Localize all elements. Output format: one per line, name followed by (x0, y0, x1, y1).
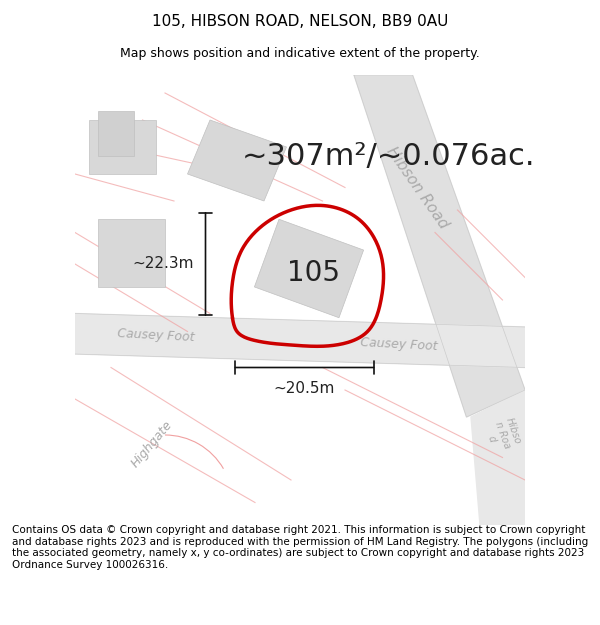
Text: Contains OS data © Crown copyright and database right 2021. This information is : Contains OS data © Crown copyright and d… (12, 525, 588, 570)
Text: Highgate: Highgate (128, 418, 175, 470)
Polygon shape (97, 111, 133, 156)
Text: ~22.3m: ~22.3m (133, 256, 194, 271)
Polygon shape (471, 390, 525, 525)
Text: ~307m²/~0.076ac.: ~307m²/~0.076ac. (241, 141, 535, 171)
Polygon shape (97, 219, 165, 286)
Text: 105, HIBSON ROAD, NELSON, BB9 0AU: 105, HIBSON ROAD, NELSON, BB9 0AU (152, 14, 448, 29)
Polygon shape (354, 75, 525, 417)
Polygon shape (75, 314, 525, 368)
Text: Causey Foot: Causey Foot (117, 328, 195, 344)
Text: 105: 105 (287, 259, 340, 287)
Text: ~20.5m: ~20.5m (274, 381, 335, 396)
Polygon shape (254, 219, 364, 318)
Polygon shape (187, 120, 287, 201)
Text: Hibson Road: Hibson Road (383, 144, 451, 231)
Polygon shape (89, 120, 156, 174)
Text: Causey Foot: Causey Foot (360, 336, 438, 354)
Text: Map shows position and indicative extent of the property.: Map shows position and indicative extent… (120, 48, 480, 61)
Text: Hibso
n Roa
d: Hibso n Roa d (482, 416, 523, 454)
